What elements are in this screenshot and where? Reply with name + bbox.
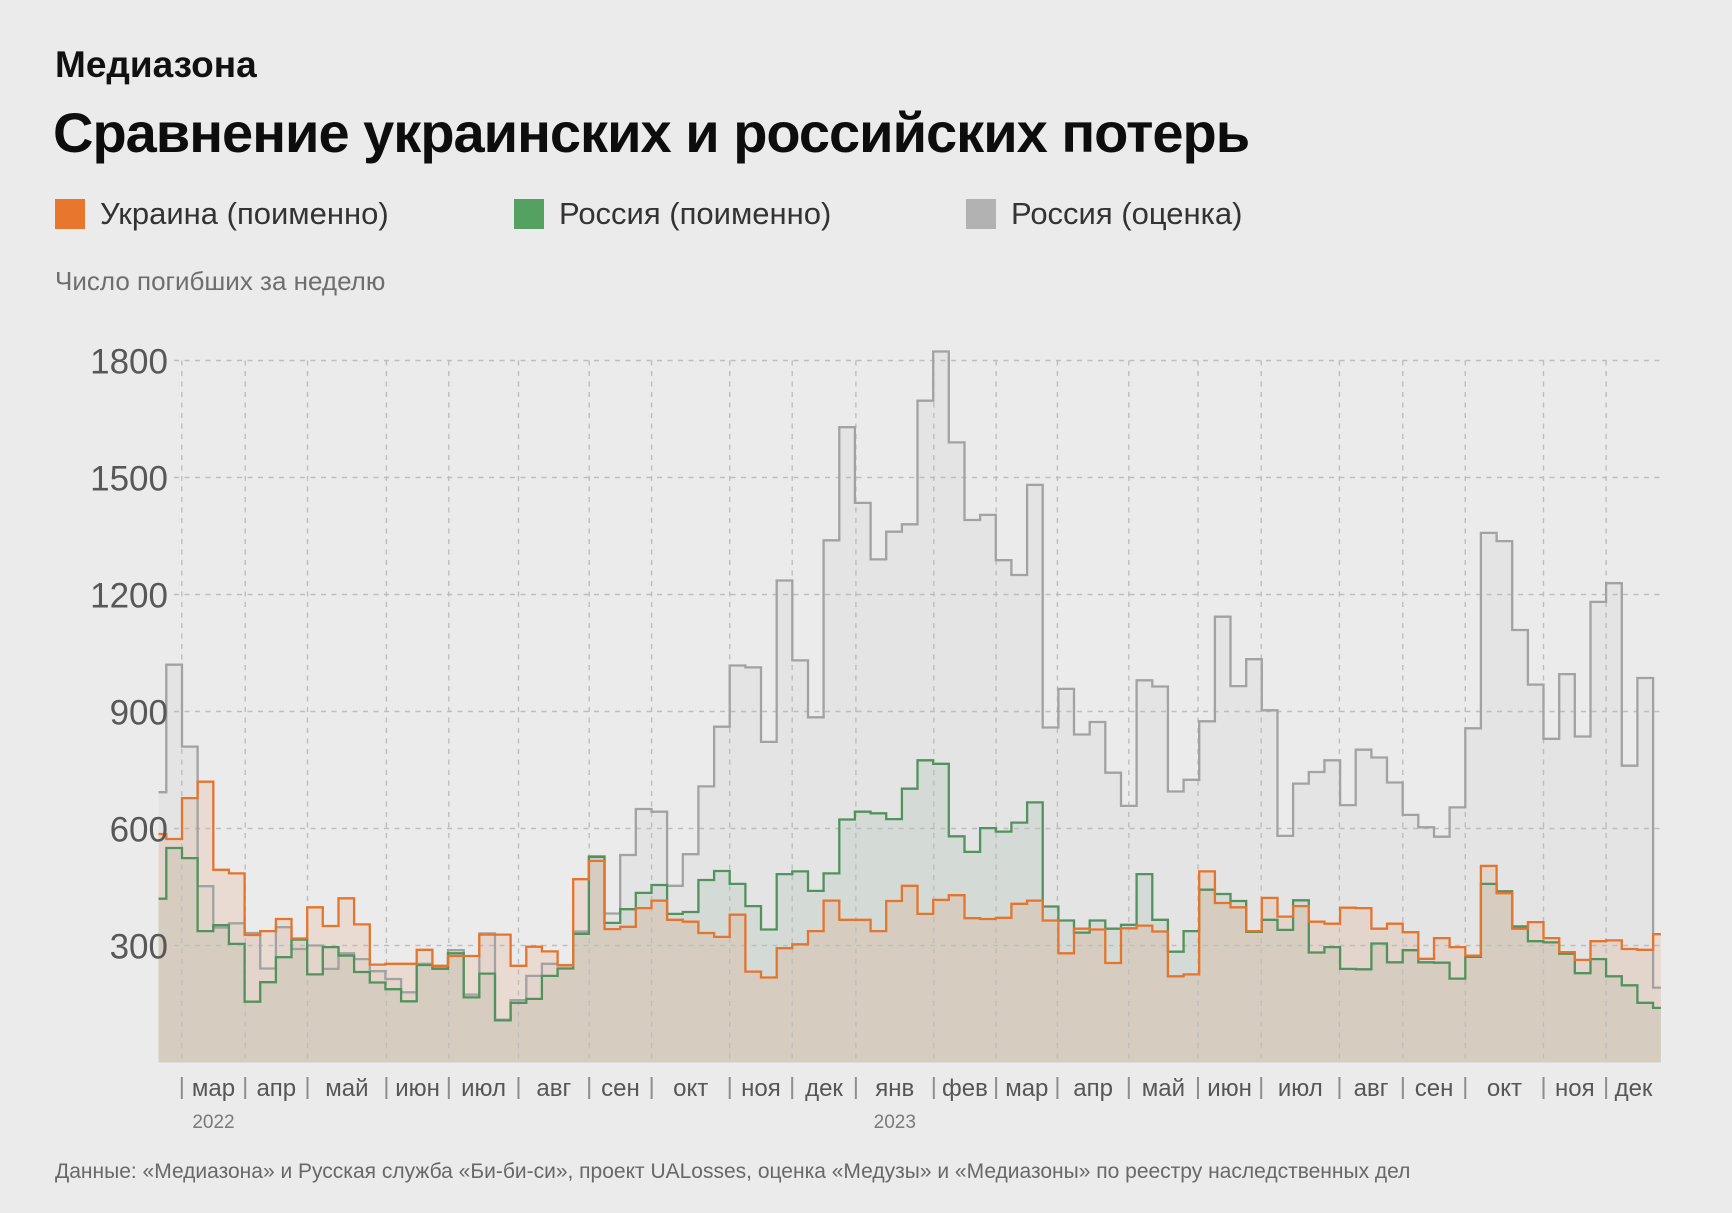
svg-text:июн: июн xyxy=(395,1075,440,1102)
russia-named-swatch-icon xyxy=(514,199,544,229)
svg-text:ноя: ноя xyxy=(741,1075,781,1102)
svg-text:фев: фев xyxy=(942,1075,988,1102)
svg-text:сен: сен xyxy=(1415,1075,1454,1102)
x-axis: мар апр май июн июл авг сен окт ноя дек янв фев мар а… xyxy=(180,1075,1653,1133)
legend-label-russia-named: Россия (поименно) xyxy=(559,196,832,231)
svg-text:июл: июл xyxy=(461,1075,506,1102)
svg-text:апр: апр xyxy=(1073,1075,1113,1102)
svg-text:дек: дек xyxy=(805,1075,843,1102)
svg-text:авг: авг xyxy=(1354,1075,1389,1102)
svg-text:мар: мар xyxy=(1005,1075,1048,1102)
svg-text:1800: 1800 xyxy=(90,343,168,382)
svg-text:май: май xyxy=(325,1075,368,1102)
source-note: Данные: «Медиазона» и Русская служба «Би… xyxy=(55,1160,1411,1183)
series-line xyxy=(158,780,1661,979)
svg-text:апр: апр xyxy=(256,1075,296,1102)
svg-text:окт: окт xyxy=(673,1075,708,1102)
svg-text:мар: мар xyxy=(192,1075,235,1102)
svg-text:окт: окт xyxy=(1487,1075,1522,1102)
svg-text:900: 900 xyxy=(110,694,168,733)
svg-text:сен: сен xyxy=(601,1075,640,1102)
russia-estimate-swatch-icon xyxy=(966,199,996,229)
series-line xyxy=(158,759,1661,1022)
svg-text:авг: авг xyxy=(536,1075,571,1102)
series-lines xyxy=(158,350,1661,1022)
svg-text:июл: июл xyxy=(1278,1075,1323,1102)
svg-text:600: 600 xyxy=(110,811,168,850)
svg-text:1500: 1500 xyxy=(90,460,168,499)
legend-item-russia-named: Россия (поименно) xyxy=(514,196,831,232)
series-fills xyxy=(158,351,1661,1063)
page-title: Сравнение украинских и российских потерь xyxy=(53,101,1250,164)
legend-label-ukraine: Украина (поименно) xyxy=(100,196,389,231)
svg-text:1200: 1200 xyxy=(90,577,168,616)
svg-text:300: 300 xyxy=(110,928,168,967)
svg-text:дек: дек xyxy=(1615,1075,1653,1102)
legend-item-ukraine: Украина (поименно) xyxy=(55,196,389,232)
svg-text:2023: 2023 xyxy=(874,1112,916,1133)
y-tick-labels: 300 600 900 1200 1500 1800 xyxy=(90,343,168,967)
legend-label-russia-estimate: Россия (оценка) xyxy=(1011,196,1243,231)
svg-text:янв: янв xyxy=(875,1075,914,1102)
brand-logo: Медиазона xyxy=(55,44,257,85)
svg-text:май: май xyxy=(1142,1075,1185,1102)
series-line xyxy=(158,350,1661,1021)
svg-text:ноя: ноя xyxy=(1555,1075,1595,1102)
gridlines xyxy=(174,359,1661,1063)
y-axis-title: Число погибших за неделю xyxy=(55,266,386,296)
ukraine-swatch-icon xyxy=(55,199,85,229)
svg-text:2022: 2022 xyxy=(192,1112,234,1133)
svg-text:июн: июн xyxy=(1207,1075,1252,1102)
legend-item-russia-estimate: Россия (оценка) xyxy=(966,196,1242,232)
